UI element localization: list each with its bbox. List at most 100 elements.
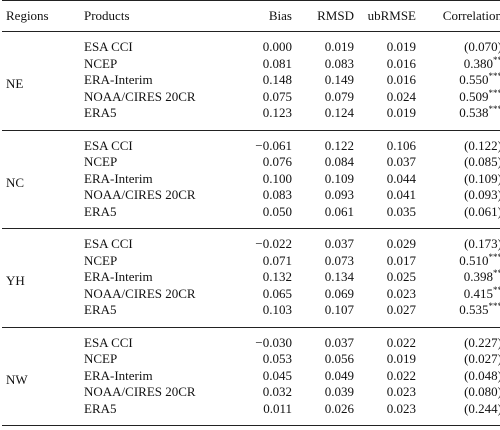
bias-cell: 0.132: [262, 269, 292, 284]
ubrmse-cell: 0.019: [386, 351, 416, 366]
significance-stars: **: [493, 284, 500, 295]
correlation-value: (0.027): [464, 351, 500, 366]
ubrmse-cell: 0.023: [386, 285, 416, 301]
product-cell: NCEP: [84, 351, 118, 366]
header-rmsd: RMSD: [292, 0, 354, 32]
rmsd-cell: 0.079: [324, 88, 354, 104]
ubrmse-cell: 0.023: [386, 400, 416, 416]
correlation-cell: (0.048): [416, 368, 500, 385]
bias-cell: −0.030: [255, 334, 292, 350]
correlation-value: (0.085): [464, 154, 500, 169]
ubrmse-cell: 0.041: [386, 187, 416, 202]
table-row: ERA5 0.050 0.061 0.035 (0.061): [2, 204, 500, 229]
significance-stars: ***: [488, 87, 500, 98]
bias-cell: 0.032: [262, 384, 292, 399]
correlation-cell: 0.538***: [416, 105, 500, 130]
region-label: NE: [6, 76, 24, 91]
product-cell: ESA CCI: [84, 236, 133, 251]
region-label: NC: [6, 174, 25, 190]
region-group: NC ESA CCI −0.061 0.122 0.106 (0.122) NCEP 0.07…: [2, 130, 500, 229]
bias-cell: −0.022: [255, 236, 292, 251]
table-row: ERA5 0.011 0.026 0.023 (0.244): [2, 401, 500, 426]
product-cell: ESA CCI: [84, 39, 133, 54]
region-label: YH: [6, 273, 25, 288]
rmsd-cell: 0.109: [324, 170, 354, 186]
table-row: ERA-Interim 0.045 0.049 0.022 (0.048): [2, 368, 500, 385]
region-group: YH ESA CCI −0.022 0.037 0.029 (0.173) NCEP 0.07…: [2, 229, 500, 327]
correlation-value: 0.509: [459, 88, 489, 104]
correlation-value: 0.380: [463, 55, 493, 71]
significance-stars: ***: [488, 104, 500, 114]
correlation-value: (0.070): [464, 39, 500, 54]
ubrmse-cell: 0.022: [386, 334, 416, 350]
correlation-cell: 0.509***: [416, 87, 500, 106]
correlation-cell: (0.027): [416, 351, 500, 368]
bias-cell: 0.075: [262, 88, 292, 104]
rmsd-cell: 0.019: [324, 39, 354, 54]
correlation-cell: (0.070): [416, 32, 500, 56]
ubrmse-cell: 0.022: [386, 367, 416, 383]
rmsd-cell: 0.039: [324, 384, 354, 399]
correlation-cell: (0.061): [416, 204, 500, 229]
correlation-value: 0.510: [459, 252, 489, 268]
table-row: NCEP 0.053 0.056 0.019 (0.027): [2, 351, 500, 368]
bias-cell: 0.071: [262, 252, 292, 268]
table-row: NW ESA CCI −0.030 0.037 0.022 (0.227): [2, 327, 500, 387]
product-cell: NOAA/CIRES 20CR: [84, 88, 196, 104]
table-row: NOAA/CIRES 20CR 0.083 0.093 0.041 (0.093): [2, 187, 500, 204]
significance-stars: **: [493, 54, 500, 65]
table-row: NOAA/CIRES 20CR 0.032 0.039 0.023 (0.080): [2, 384, 500, 401]
header-bias: Bias: [234, 0, 292, 32]
header-products: Products: [84, 0, 234, 32]
correlation-value: 0.535: [459, 302, 489, 317]
product-cell: ESA CCI: [84, 137, 133, 153]
rmsd-cell: 0.122: [324, 137, 354, 153]
table-row: ERA-Interim 0.100 0.109 0.044 (0.109): [2, 171, 500, 188]
correlation-value: (0.122): [464, 137, 500, 153]
correlation-value: (0.227): [464, 334, 500, 350]
ubrmse-cell: 0.025: [386, 269, 416, 284]
table-row: NC ESA CCI −0.061 0.122 0.106 (0.122): [2, 130, 500, 190]
rmsd-cell: 0.056: [324, 351, 354, 366]
ubrmse-cell: 0.019: [386, 105, 416, 120]
bias-cell: 0.045: [262, 367, 292, 383]
correlation-value: (0.173): [464, 236, 500, 251]
product-cell: ERA5: [84, 105, 117, 120]
product-cell: NOAA/CIRES 20CR: [84, 384, 196, 399]
correlation-value: 0.550: [459, 72, 489, 87]
correlation-value: (0.244): [464, 400, 500, 416]
header-ubrmse: ubRMSE: [354, 0, 416, 32]
correlation-cell: 0.415**: [416, 284, 500, 303]
product-cell: NOAA/CIRES 20CR: [84, 285, 196, 301]
correlation-value: (0.061): [464, 203, 500, 219]
product-cell: ERA-Interim: [84, 269, 153, 284]
bias-cell: 0.011: [263, 400, 292, 416]
ubrmse-cell: 0.037: [386, 154, 416, 169]
correlation-cell: 0.380**: [416, 54, 500, 73]
product-cell: ESA CCI: [84, 334, 133, 350]
bias-cell: 0.076: [262, 154, 292, 169]
correlation-cell: (0.244): [416, 401, 500, 426]
correlation-cell: (0.173): [416, 229, 500, 253]
header-correlation: Correlation: [416, 0, 500, 32]
ubrmse-cell: 0.023: [386, 384, 416, 399]
rmsd-cell: 0.049: [324, 367, 354, 383]
table-row: NE ESA CCI 0.000 0.019 0.019 (0.070): [2, 32, 500, 91]
correlation-value: 0.538: [459, 105, 489, 120]
product-cell: ERA-Interim: [84, 72, 153, 87]
product-cell: NCEP: [84, 55, 118, 71]
product-cell: ERA5: [84, 203, 117, 219]
table-header: Regions Products Bias RMSD ubRMSE Correl…: [2, 0, 500, 32]
bias-cell: 0.050: [262, 203, 292, 219]
ubrmse-cell: 0.044: [386, 170, 416, 186]
correlation-cell: 0.510***: [416, 252, 500, 270]
bias-cell: 0.053: [262, 351, 292, 366]
correlation-value: 0.398: [463, 269, 493, 284]
ubrmse-cell: 0.017: [386, 252, 416, 268]
